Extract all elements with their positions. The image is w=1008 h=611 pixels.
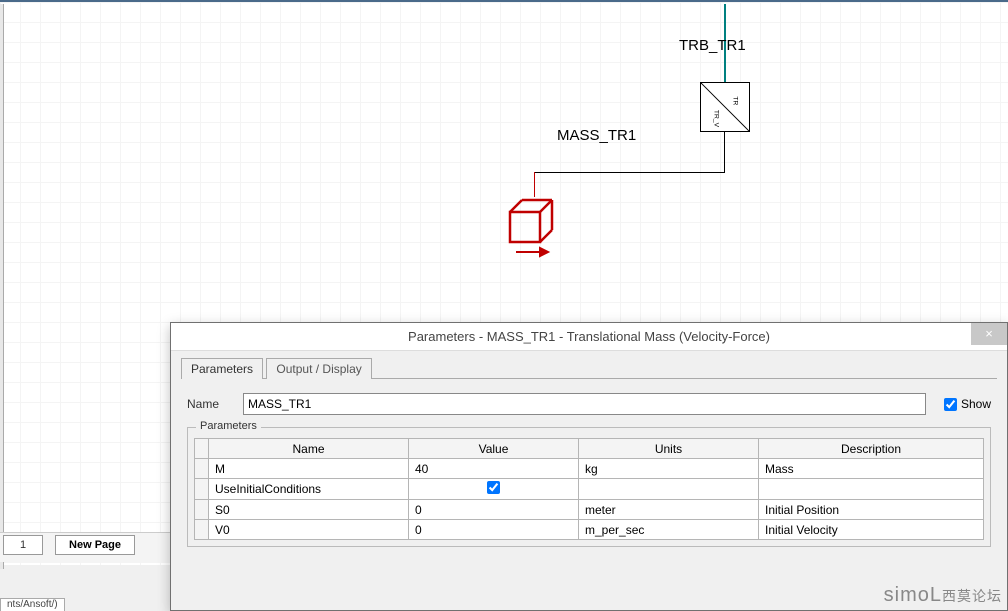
wire-horizontal [534,172,725,173]
cell-units[interactable] [579,479,759,500]
cell-value[interactable]: 40 [409,459,579,479]
dialog-titlebar[interactable]: Parameters - MASS_TR1 - Translational Ma… [171,323,1007,351]
page-tab-1[interactable]: 1 [3,535,43,555]
row-handle[interactable] [195,459,209,479]
cell-name[interactable]: M [209,459,409,479]
parameters-dialog: Parameters - MASS_TR1 - Translational Ma… [170,322,1008,611]
cell-value[interactable]: 0 [409,500,579,520]
col-description[interactable]: Description [759,439,984,459]
table-row[interactable]: M40kgMass [195,459,984,479]
parameters-table[interactable]: Name Value Units Description M40kgMassUs… [194,438,984,540]
cell-description[interactable]: Initial Position [759,500,984,520]
new-page-button[interactable]: New Page [55,535,135,555]
name-label: Name [187,397,233,411]
tab-parameters[interactable]: Parameters [181,358,263,379]
table-corner [195,439,209,459]
trb-block[interactable]: TR TR_V [700,82,750,132]
cell-name[interactable]: S0 [209,500,409,520]
cell-value[interactable]: 0 [409,520,579,540]
watermark-cn: 西莫论坛 [942,588,1002,604]
watermark: simoL西莫论坛 [884,584,1002,607]
col-value[interactable]: Value [409,439,579,459]
svg-text:TR_V: TR_V [712,110,719,128]
table-row[interactable]: UseInitialConditions [195,479,984,500]
use-initial-conditions-checkbox[interactable] [487,481,500,494]
cell-description[interactable] [759,479,984,500]
watermark-brand: simoL [884,584,942,606]
wire-trb-down [724,132,725,172]
dialog-title-text: Parameters - MASS_TR1 - Translational Ma… [408,329,770,344]
cell-units[interactable]: m_per_sec [579,520,759,540]
mass-block[interactable] [500,192,560,265]
cell-value[interactable] [409,479,579,500]
tab-output-display[interactable]: Output / Display [266,358,371,379]
cell-description[interactable]: Mass [759,459,984,479]
cell-units[interactable]: meter [579,500,759,520]
svg-text:TR: TR [732,96,739,105]
show-label: Show [961,397,991,411]
cell-units[interactable]: kg [579,459,759,479]
dialog-body: Name Show Parameters Name Value Units [171,379,1007,551]
row-handle[interactable] [195,520,209,540]
table-row[interactable]: S00meterInitial Position [195,500,984,520]
parameters-group: Parameters Name Value Units Description … [187,427,991,547]
cell-name[interactable]: UseInitialConditions [209,479,409,500]
col-units[interactable]: Units [579,439,759,459]
col-name[interactable]: Name [209,439,409,459]
table-row[interactable]: V00m_per_secInitial Velocity [195,520,984,540]
name-input[interactable] [243,393,926,415]
dialog-tabs: Parameters Output / Display [171,351,1007,379]
row-handle[interactable] [195,500,209,520]
dialog-close-button[interactable]: × [971,323,1007,345]
parameters-group-legend: Parameters [196,420,261,432]
mass-block-label: MASS_TR1 [557,127,636,144]
cell-name[interactable]: V0 [209,520,409,540]
status-path-tab: nts/Ansoft/) [0,598,65,611]
canvas-left-ruler [0,4,4,569]
row-handle[interactable] [195,479,209,500]
trb-block-label: TRB_TR1 [679,37,746,54]
show-checkbox[interactable] [944,398,957,411]
cell-description[interactable]: Initial Velocity [759,520,984,540]
